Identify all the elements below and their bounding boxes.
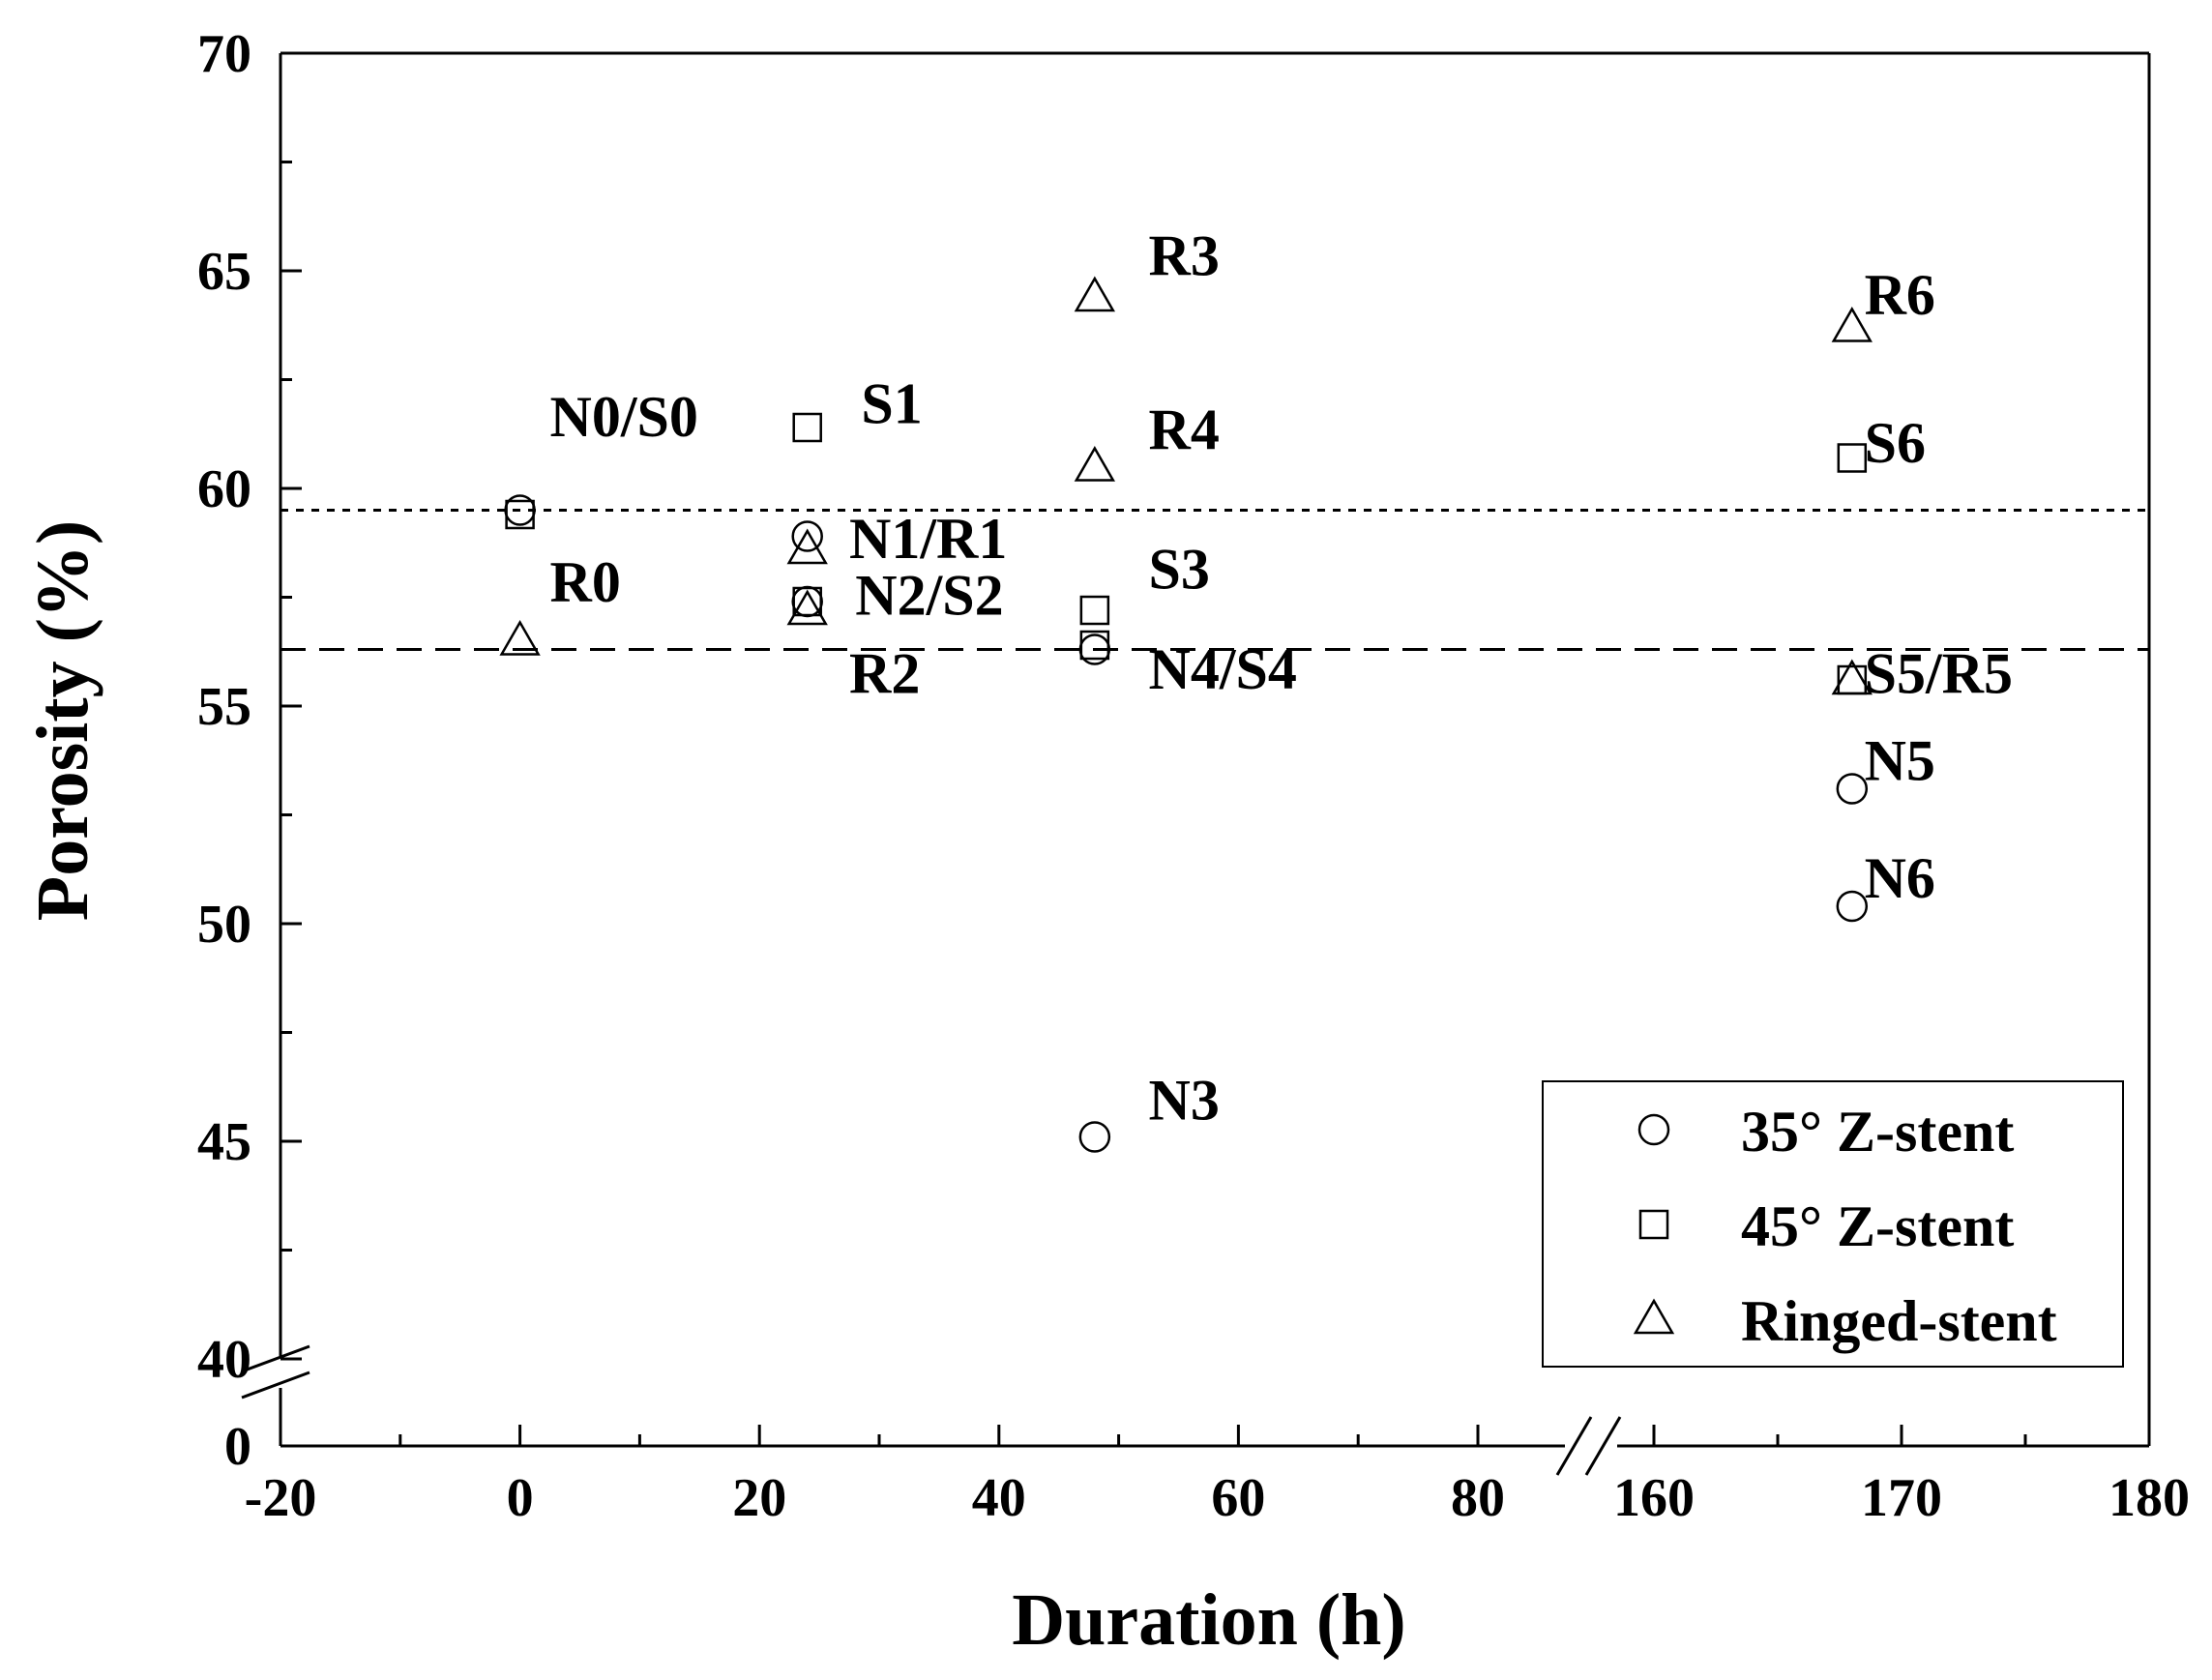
- point-label: S5/R5: [1865, 642, 2013, 706]
- x-tick-label: 20: [732, 1468, 786, 1528]
- point-label: R2: [849, 642, 920, 706]
- point-label: S6: [1865, 411, 1926, 475]
- x-tick-label: 180: [2109, 1468, 2190, 1528]
- y-tick-label-zero: 0: [224, 1417, 251, 1477]
- point-label: N3: [1149, 1069, 1220, 1133]
- legend-marker: [1633, 1298, 1675, 1335]
- legend-label: Ringed-stent: [1741, 1289, 2057, 1353]
- point-label: R3: [1149, 224, 1220, 288]
- data-point-triangle: [1831, 306, 1873, 342]
- chart-legend: 35° Z-stent 45° Z-stent Ringed-stent: [1542, 1080, 2124, 1368]
- legend-marker: [1637, 1113, 1670, 1146]
- point-label: N2/S2: [855, 564, 1003, 628]
- x-tick-label: 80: [1451, 1468, 1505, 1528]
- y-tick-label: 40: [197, 1330, 251, 1390]
- data-point-square: [1837, 443, 1868, 473]
- y-tick-label: 60: [197, 459, 251, 519]
- data-point-circle: [791, 520, 823, 552]
- x-tick-label: -20: [245, 1468, 317, 1528]
- data-point-square: [1079, 630, 1110, 661]
- y-tick-label: 70: [197, 24, 251, 84]
- data-point-triangle: [1074, 276, 1116, 312]
- data-point-circle: [1836, 890, 1869, 923]
- legend-label: 35° Z-stent: [1741, 1100, 2014, 1164]
- x-break-mark: [1555, 1416, 1593, 1476]
- point-label: N5: [1865, 729, 1935, 793]
- point-label: S3: [1149, 538, 1210, 602]
- axis-ticks: [279, 51, 2151, 1446]
- x-tick-label: 160: [1613, 1468, 1695, 1528]
- x-tick-label: 0: [507, 1468, 534, 1528]
- data-point-triangle: [786, 589, 828, 626]
- point-label: R0: [550, 550, 621, 614]
- y-tick-label: 55: [197, 677, 251, 737]
- point-label: N4/S4: [1149, 637, 1297, 701]
- point-label: S1: [861, 372, 922, 436]
- data-point-circle: [1836, 773, 1869, 805]
- x-tick-label: 170: [1861, 1468, 1942, 1528]
- y-break-mark: [241, 1371, 310, 1400]
- y-tick-label: 65: [197, 242, 251, 302]
- data-point-triangle: [1831, 659, 1873, 695]
- data-point-square: [1079, 595, 1110, 626]
- data-point-circle: [1078, 1121, 1111, 1153]
- legend-label: 45° Z-stent: [1741, 1194, 2014, 1258]
- data-point-square: [792, 412, 822, 443]
- data-point-square: [792, 586, 822, 617]
- point-label: N0/S0: [550, 385, 698, 449]
- point-label: R6: [1865, 263, 1935, 327]
- x-axis-title: Duration (h): [1012, 1579, 1405, 1661]
- point-label: R4: [1149, 398, 1220, 462]
- y-break-mark: [241, 1344, 310, 1373]
- data-point-triangle: [1074, 445, 1116, 482]
- x-tick-label: 40: [972, 1468, 1026, 1528]
- data-point-triangle: [786, 528, 828, 565]
- y-axis-title: Porosity (%): [22, 520, 103, 921]
- legend-marker: [1638, 1209, 1669, 1240]
- x-break-mark: [1584, 1416, 1622, 1476]
- reference-lines: [280, 509, 2149, 651]
- data-point-triangle: [499, 619, 541, 656]
- x-tick-label: 60: [1211, 1468, 1265, 1528]
- data-point-square: [505, 499, 535, 530]
- point-label: N1/R1: [849, 507, 1007, 571]
- data-markers: [499, 276, 1873, 1153]
- y-tick-label: 45: [197, 1112, 251, 1172]
- point-label: N6: [1865, 846, 1935, 910]
- y-tick-label: 50: [197, 895, 251, 955]
